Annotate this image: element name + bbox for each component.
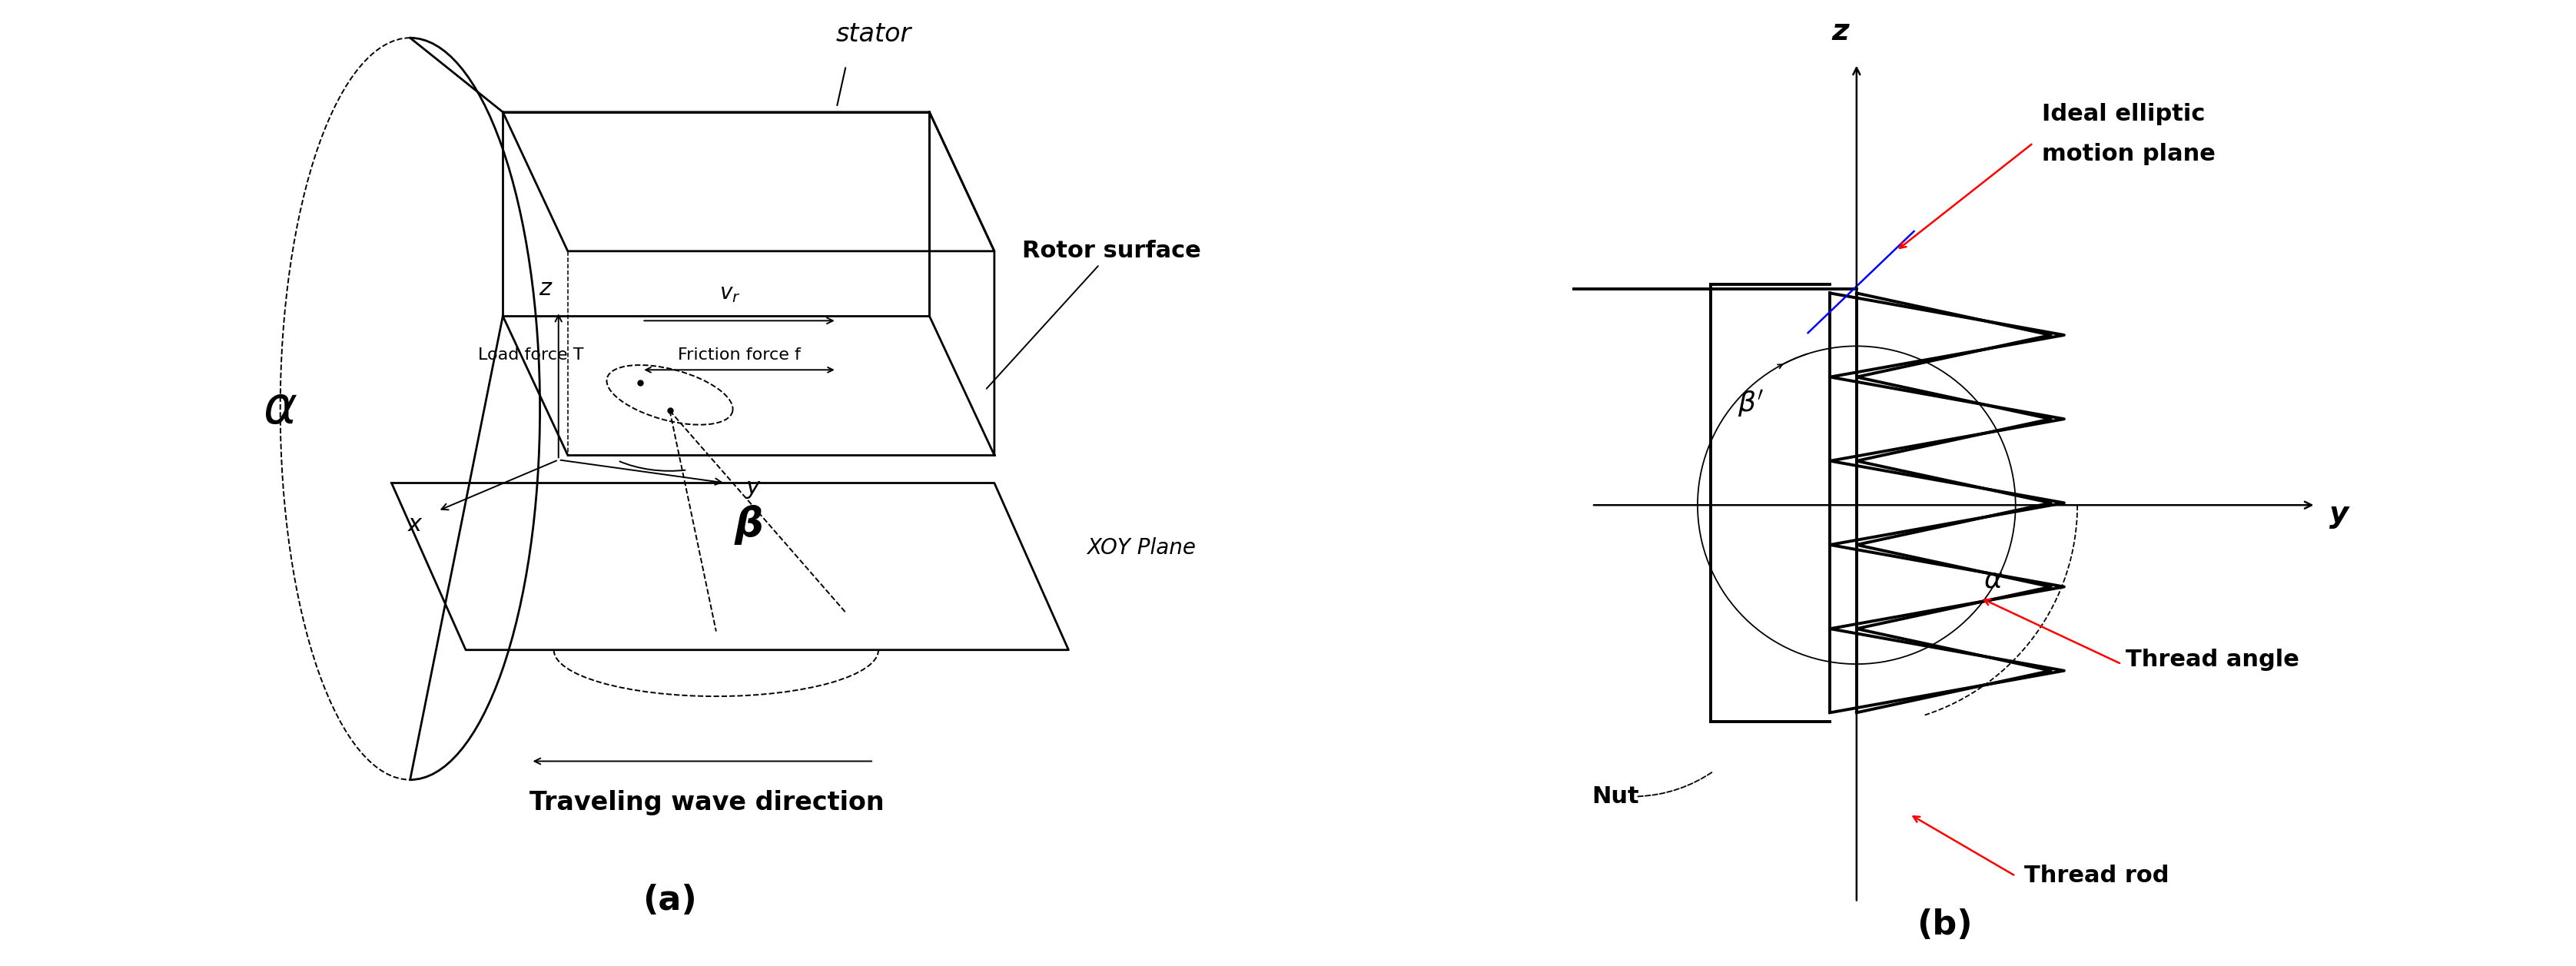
Text: Friction force f: Friction force f: [677, 347, 801, 362]
Text: Ideal elliptic: Ideal elliptic: [2043, 103, 2205, 126]
Text: Thread rod: Thread rod: [2025, 865, 2169, 887]
Text: stator: stator: [837, 22, 912, 47]
Text: $\alpha$: $\alpha$: [1984, 567, 2004, 593]
Text: Traveling wave direction: Traveling wave direction: [531, 790, 884, 815]
Text: $\boldsymbol{\beta'}$: $\boldsymbol{\beta'}$: [1736, 388, 1765, 419]
Text: z: z: [1832, 16, 1850, 45]
Text: z: z: [538, 277, 551, 299]
Text: $\alpha$: $\alpha$: [263, 384, 299, 434]
Text: XOY Plane: XOY Plane: [1087, 537, 1195, 558]
Text: $\mathbf{\mathit{v_r}}$: $\mathbf{\mathit{v_r}}$: [719, 282, 739, 304]
Text: $\boldsymbol{\beta}$: $\boldsymbol{\beta}$: [734, 503, 762, 546]
Text: (b): (b): [1917, 908, 1973, 941]
Text: (a): (a): [641, 884, 698, 917]
Text: Nut: Nut: [1592, 785, 1638, 808]
Text: Rotor surface: Rotor surface: [987, 240, 1200, 388]
Text: motion plane: motion plane: [2043, 143, 2215, 165]
Text: Load force T: Load force T: [477, 347, 585, 362]
Text: y: y: [2329, 499, 2349, 528]
Text: y: y: [747, 476, 760, 498]
Text: Thread angle: Thread angle: [2125, 648, 2300, 670]
Text: x: x: [407, 514, 422, 536]
